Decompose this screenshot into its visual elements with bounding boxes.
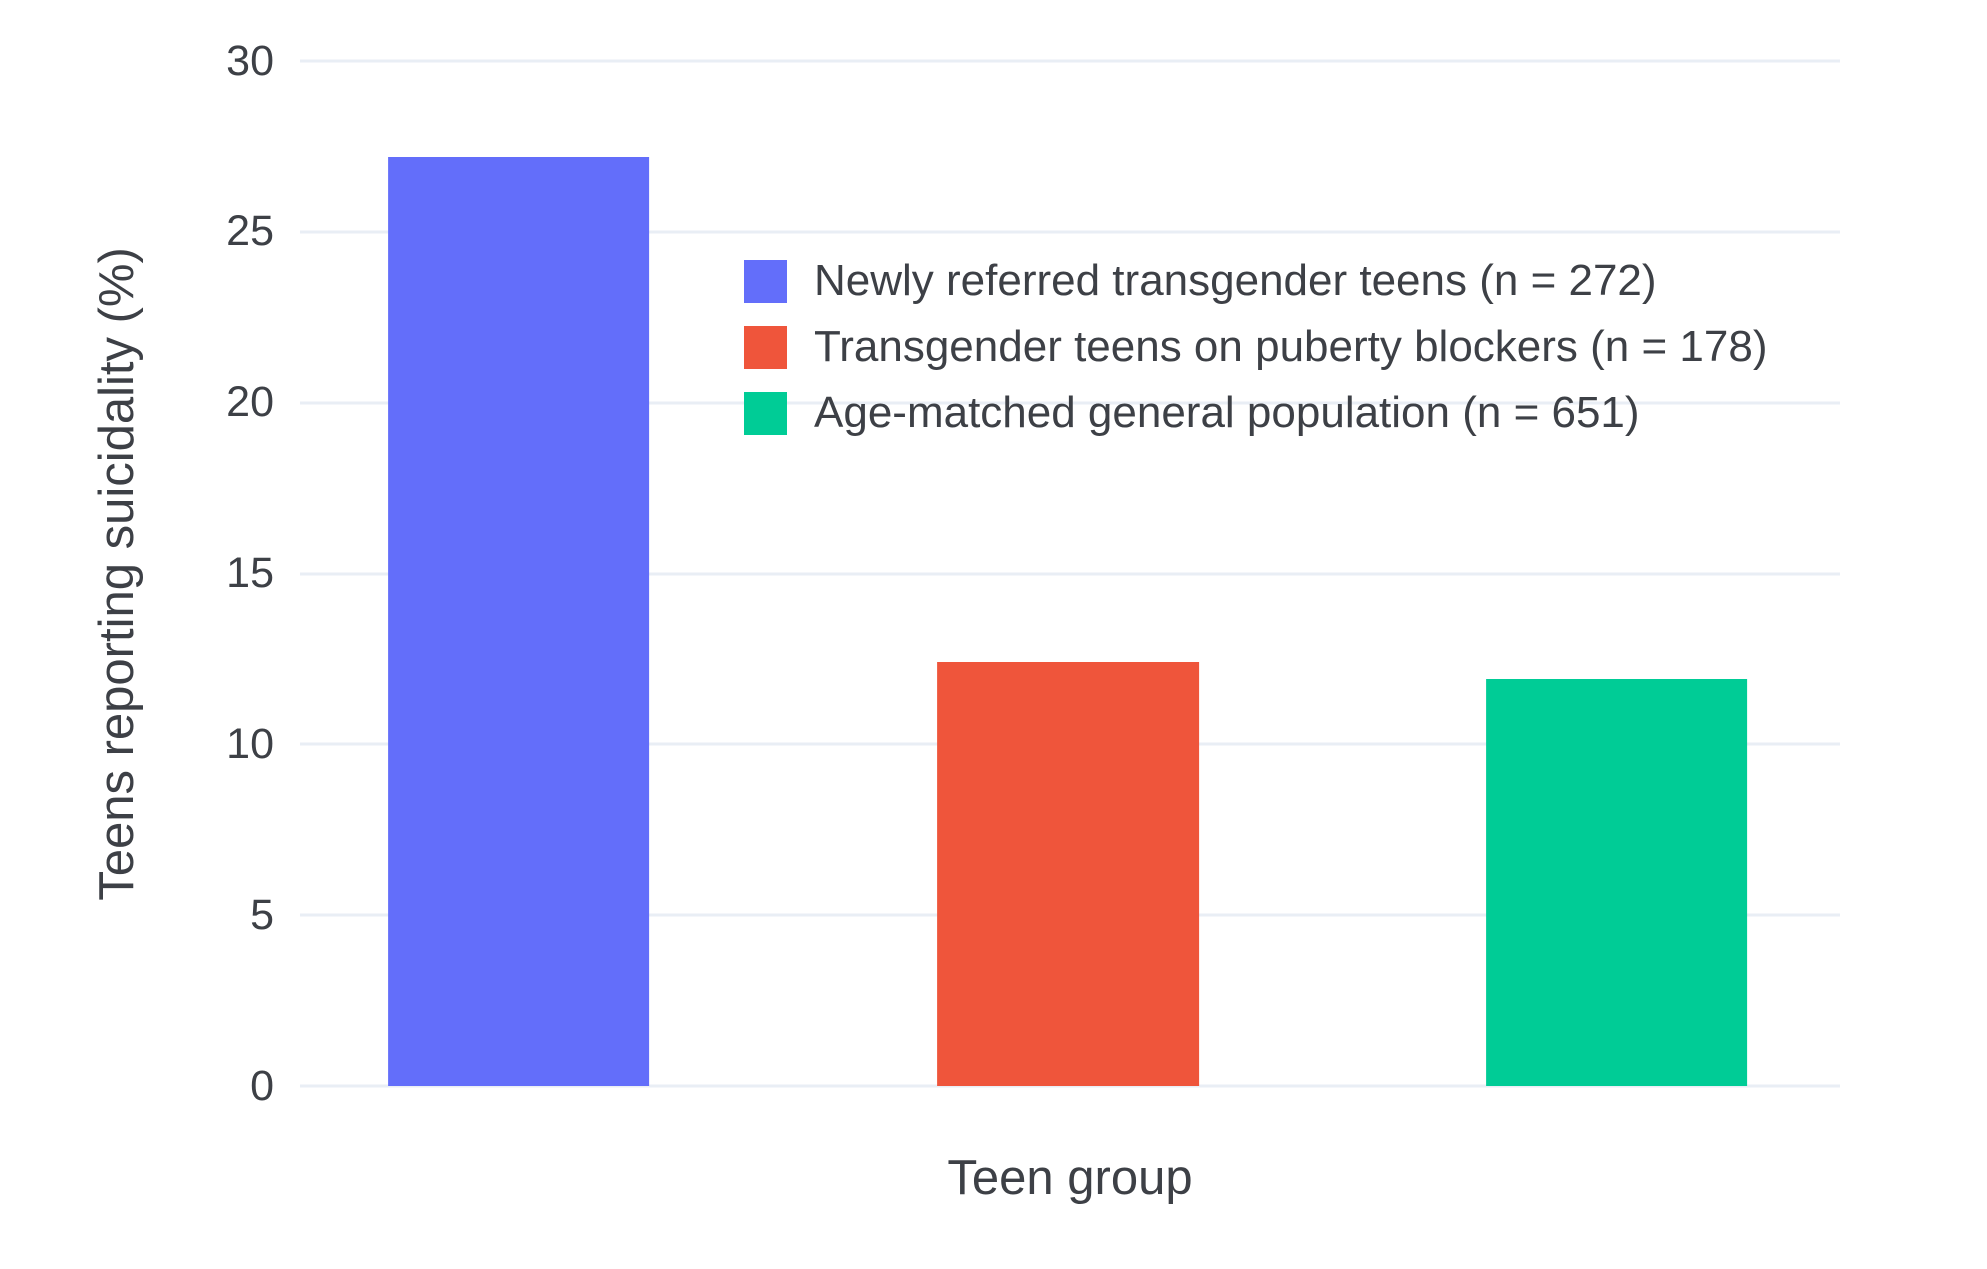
y-tick-label-0: 0: [250, 1061, 274, 1110]
y-tick-label-15: 15: [226, 549, 274, 597]
legend-swatch-icon: [744, 325, 787, 369]
legend: Newly referred transgender teens (n = 27…: [744, 259, 1767, 435]
plot-area: Newly referred transgender teens (n = 27…: [226, 39, 1840, 1107]
legend-item-1[interactable]: Newly referred transgender teens (n = 27…: [744, 259, 1767, 303]
legend-label: Age-matched general population (n = 651): [814, 388, 1640, 437]
gridline-y-25: 25: [226, 210, 1840, 253]
legend-item-2[interactable]: Transgender teens on puberty blockers (n…: [744, 325, 1767, 369]
y-tick-label-10: 10: [226, 719, 274, 768]
legend-swatch-icon: [744, 391, 787, 435]
y-axis-title: Teens reporting suicidality (%): [90, 246, 145, 901]
bar-3: [1485, 679, 1748, 1086]
legend-item-3[interactable]: Age-matched general population (n = 651): [744, 391, 1767, 435]
x-axis-title: Teen group: [947, 1151, 1193, 1205]
gridline-y-0: 0: [250, 1064, 1840, 1107]
y-tick-label-20: 20: [226, 378, 274, 427]
y-axis-title-wrap: Teens reporting suicidality (%): [75, 61, 159, 1086]
y-tick-label-5: 5: [250, 890, 274, 939]
bar-2: [937, 662, 1200, 1086]
bar-1: [387, 156, 650, 1086]
legend-label: Newly referred transgender teens (n = 27…: [814, 256, 1657, 305]
y-tick-label-25: 25: [226, 207, 274, 256]
legend-swatch-icon: [744, 259, 787, 303]
gridline-y-15: 15: [226, 552, 1840, 595]
gridline-y-20: 20: [226, 381, 1840, 424]
legend-label: Transgender teens on puberty blockers (n…: [814, 322, 1768, 371]
gridline-y-30: 30: [226, 39, 1840, 82]
y-tick-label-30: 30: [226, 36, 274, 85]
